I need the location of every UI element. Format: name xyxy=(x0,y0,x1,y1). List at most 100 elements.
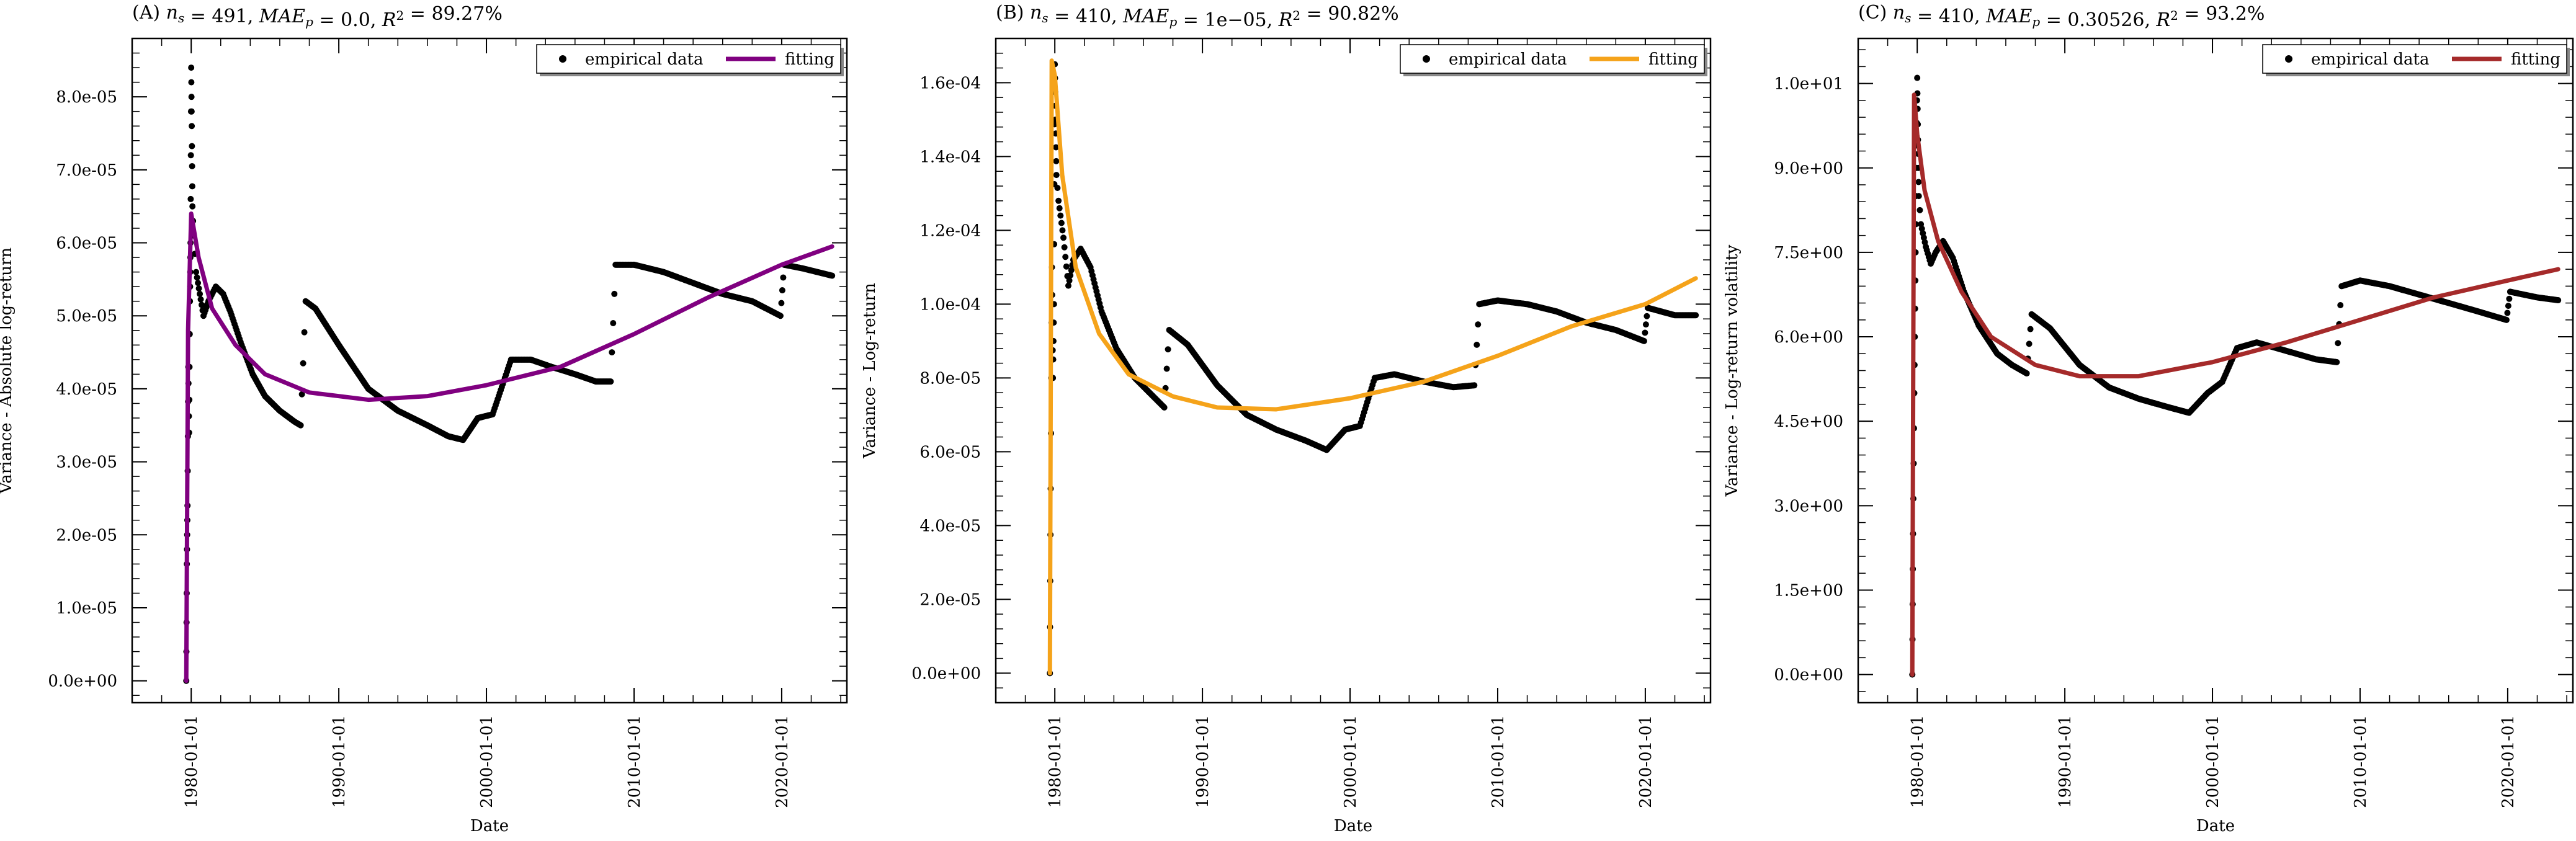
x-tick-label: 1980-01-01 xyxy=(1908,715,1927,808)
empirical-point xyxy=(1915,179,1922,185)
empirical-point xyxy=(188,79,195,86)
y-tick-label: 8.0e-05 xyxy=(56,88,117,107)
legend-marker-empirical xyxy=(2285,55,2292,63)
empirical-point xyxy=(1055,197,1062,204)
empirical-point xyxy=(1642,329,1648,336)
empirical-point xyxy=(2506,295,2513,302)
y-tick-label: 8.0e-05 xyxy=(919,369,981,388)
empirical-point xyxy=(1058,220,1065,226)
panel-title: (A) ns = 491, MAEp = 0.0, R2 = 89.27% xyxy=(132,2,503,31)
title-value: 90.82% xyxy=(1328,3,1398,25)
fitting-curve xyxy=(1910,92,2560,677)
y-tick-label: 1.6e-04 xyxy=(919,74,981,92)
y-tick-label: 3.0e-05 xyxy=(56,453,117,472)
empirical-point xyxy=(188,65,195,71)
legend-label-fitting: fitting xyxy=(2511,50,2560,69)
data-layer xyxy=(1047,58,1699,677)
empirical-point xyxy=(1063,263,1070,270)
y-axis-label: Variance - Log-return volatility xyxy=(1723,244,1742,497)
empirical-point xyxy=(194,274,200,281)
empirical-point xyxy=(1068,267,1075,274)
fitting-curve xyxy=(1047,58,1698,675)
empirical-point xyxy=(1916,207,1923,213)
x-axis-label: Date xyxy=(1334,817,1372,835)
x-tick-label: 2020-01-01 xyxy=(1637,715,1655,808)
empirical-point xyxy=(2504,309,2511,316)
y-tick-label: 2.0e-05 xyxy=(56,526,117,545)
legend-box xyxy=(1400,44,1705,74)
legend-label-empirical: empirical data xyxy=(2311,50,2429,69)
empirical-point xyxy=(2337,301,2344,308)
y-tick-label: 4.0e-05 xyxy=(56,380,117,399)
y-axis-label: Variance - Log-return xyxy=(861,283,879,459)
empirical-point xyxy=(193,269,200,275)
empirical-point xyxy=(1471,382,1478,389)
legend-label-empirical: empirical data xyxy=(1449,50,1567,69)
empirical-point xyxy=(611,290,618,297)
empirical-point xyxy=(189,123,195,130)
x-tick-label: 1990-01-01 xyxy=(330,715,349,808)
y-tick-label: 6.0e-05 xyxy=(919,443,981,461)
empirical-point xyxy=(1054,184,1061,191)
panel-b: 0.0e+00 2.0e-05 4.0e-05 6.0e-05 8.0e-05 1.0e-… xyxy=(861,2,1712,835)
empirical-point xyxy=(778,300,785,306)
plot-frame xyxy=(995,37,1712,704)
empirical-point xyxy=(1061,244,1068,251)
empirical-point xyxy=(1640,337,1647,344)
y-tick-label: 0.0e+00 xyxy=(1774,666,1843,685)
empirical-point xyxy=(1163,365,1170,372)
empirical-point xyxy=(187,195,194,202)
y-tick-label: 9.0e+00 xyxy=(1774,159,1843,178)
x-tick-label: 1990-01-01 xyxy=(2056,715,2075,808)
empirical-point xyxy=(1060,234,1067,241)
x-axis-label: Date xyxy=(2196,817,2235,835)
empirical-point xyxy=(197,296,204,303)
legend-marker-empirical xyxy=(559,55,566,63)
empirical-point xyxy=(1915,193,1922,200)
legend-marker-empirical xyxy=(1423,55,1430,63)
y-tick-label: 2.0e-05 xyxy=(919,590,981,609)
y-tick-label: 7.5e+00 xyxy=(1774,244,1843,262)
empirical-point xyxy=(2505,303,2511,309)
empirical-point xyxy=(1474,341,1480,348)
empirical-point xyxy=(1475,321,1482,328)
y-tick-label: 1.5e+00 xyxy=(1774,581,1843,600)
empirical-point xyxy=(1165,346,1171,353)
title-value: 1e−05 xyxy=(1204,9,1266,31)
empirical-point xyxy=(298,391,305,398)
title-value: 410 xyxy=(1939,6,1974,27)
y-tick-label: 1.2e-04 xyxy=(919,221,981,240)
empirical-point xyxy=(188,94,195,100)
empirical-point xyxy=(301,329,308,336)
y-tick-label: 1.4e-04 xyxy=(919,148,981,166)
empirical-point xyxy=(1161,404,1168,411)
plot-frame xyxy=(131,37,848,704)
empirical-point xyxy=(1057,212,1064,219)
y-axis-label: Variance - Absolute log-return xyxy=(0,247,16,495)
panel-title: (C) ns = 410, MAEp = 0.30526, R2 = 93.2% xyxy=(1858,2,2265,31)
empirical-point xyxy=(195,280,202,287)
panel-title: (B) ns = 410, MAEp = 1e−05, R2 = 90.82% xyxy=(996,2,1399,31)
empirical-point xyxy=(1066,277,1073,284)
x-axis-label: Date xyxy=(470,817,509,835)
x-tick-label: 2000-01-01 xyxy=(478,715,496,808)
empirical-point xyxy=(1065,282,1071,289)
title-value: (B) xyxy=(996,2,1030,24)
y-tick-label: 3.0e+00 xyxy=(1774,497,1843,515)
data-layer xyxy=(183,65,836,684)
y-tick-label: 4.0e-05 xyxy=(919,517,981,535)
empirical-point xyxy=(609,349,615,356)
y-tick-label: 6.0e-05 xyxy=(56,234,117,253)
y-tick-label: 6.0e+00 xyxy=(1774,328,1843,347)
legend-box xyxy=(536,44,841,74)
plot-frame xyxy=(1857,37,2574,704)
legend-box xyxy=(2262,44,2567,74)
empirical-point xyxy=(2027,326,2034,332)
y-tick-label: 1.0e+01 xyxy=(1774,75,1843,94)
empirical-point xyxy=(610,320,617,326)
empirical-point xyxy=(1056,205,1063,211)
empirical-point xyxy=(1642,321,1649,328)
empirical-point xyxy=(780,274,787,281)
empirical-point xyxy=(199,301,205,308)
